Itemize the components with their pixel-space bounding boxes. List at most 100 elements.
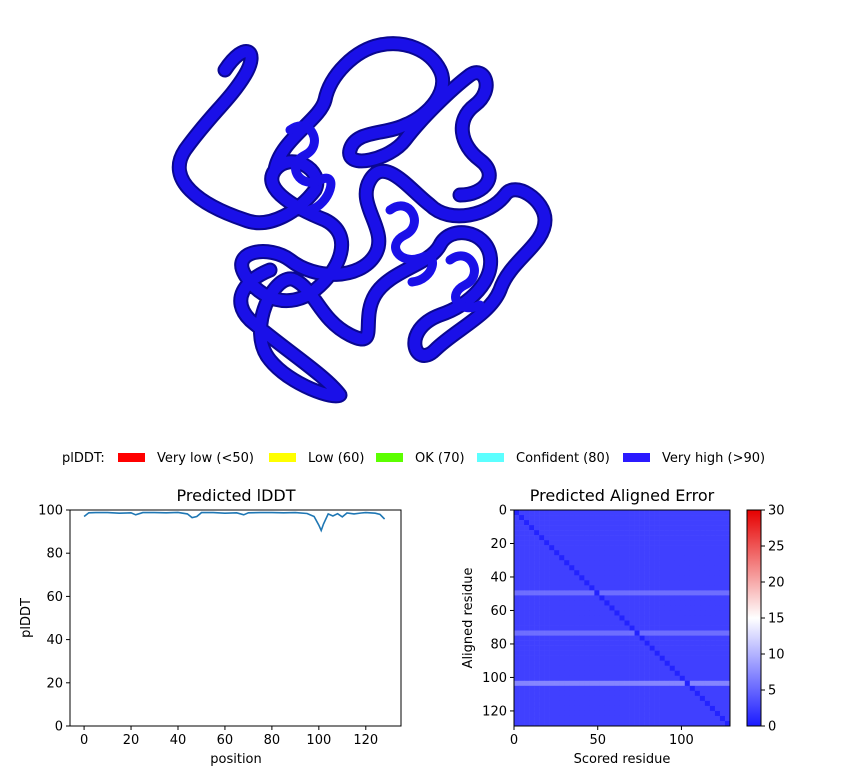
pae-cell (584, 580, 590, 586)
pae-cell (544, 655, 550, 661)
pae-cell (599, 650, 605, 656)
pae-cell (559, 630, 565, 636)
pae-cell (559, 675, 565, 682)
pae-cell (579, 600, 585, 606)
pae-cell (604, 665, 610, 672)
pae-cell (694, 545, 701, 551)
pae-cell (589, 630, 595, 636)
pae-cell (614, 565, 620, 571)
pae-cell (569, 615, 575, 621)
pae-cell (654, 605, 660, 611)
pae-cell (564, 680, 570, 687)
pae-cell (609, 675, 615, 682)
pae-cell (619, 590, 625, 596)
pae-cell (719, 615, 726, 621)
pae-cell (589, 520, 595, 526)
pae-cell (639, 650, 645, 656)
pae-cell (684, 680, 691, 687)
pae-cell (629, 550, 635, 556)
pae-cell (669, 700, 676, 707)
pae-cell (684, 525, 691, 531)
pae-cell (519, 625, 525, 631)
pae-cell (634, 650, 640, 656)
pae-cell (709, 565, 716, 571)
pae-cell (669, 545, 676, 551)
pae-cell (554, 550, 560, 556)
pae-cell (604, 690, 610, 697)
pae-cell (684, 695, 691, 702)
pae-cell (619, 615, 625, 621)
pae-cell (699, 620, 706, 626)
pae-cell (619, 575, 625, 581)
pae-cell (724, 660, 731, 667)
pae-cell (659, 675, 665, 682)
pae-cell (534, 590, 540, 596)
pae-cell (709, 540, 716, 546)
pae-cell (709, 580, 716, 586)
pae-cell (534, 535, 540, 541)
pae-cell (714, 695, 721, 702)
pae-cell (654, 680, 660, 687)
pae-cell (714, 650, 721, 656)
legend-label: OK (70) (415, 451, 465, 466)
pae-cell (664, 685, 671, 692)
pae-cell (529, 685, 535, 692)
pae-cell (684, 615, 691, 621)
pae-cell (699, 615, 706, 621)
pae-cell (639, 635, 645, 641)
pae-cell (554, 625, 560, 631)
pae-cell (704, 560, 711, 566)
pae-cell (569, 545, 575, 551)
pae-cell (539, 515, 545, 521)
pae-cell (559, 530, 565, 536)
pae-cell (579, 580, 585, 586)
pae-cell (634, 585, 640, 591)
pae-cell (619, 535, 625, 541)
pae-cell (629, 620, 635, 626)
pae-cell (714, 680, 721, 687)
pae-cell (614, 690, 620, 697)
pae-cell (614, 545, 620, 551)
pae-cell (699, 715, 706, 722)
pae-cell (539, 670, 545, 677)
pae-cell (654, 575, 660, 581)
pae-cell (524, 565, 530, 571)
pae-cell (529, 590, 535, 596)
pae-cell (659, 610, 665, 616)
pae-cell (629, 590, 635, 596)
pae-cell (679, 520, 686, 526)
pae-cell (514, 665, 520, 672)
pae-cell (714, 705, 721, 712)
pae-cell (549, 700, 555, 707)
pae-cell (604, 695, 610, 702)
pae-cell (589, 685, 595, 692)
pae-cell (724, 515, 731, 521)
pae-cell (639, 535, 645, 541)
pae-cell (544, 705, 550, 712)
pae-cell (519, 705, 525, 712)
pae-cell (714, 710, 721, 717)
pae-cell (664, 615, 671, 621)
pae-cell (684, 580, 691, 586)
pae-cell (579, 625, 585, 631)
pae-cell (684, 620, 691, 626)
pae-cell (724, 575, 731, 581)
pae-cell (714, 525, 721, 531)
pae-cell (514, 620, 520, 626)
pae-cell (664, 700, 671, 707)
pae-cell (569, 510, 575, 516)
pae-y-tick-label: 100 (482, 671, 507, 686)
pae-cell (599, 545, 605, 551)
pae-cell (689, 635, 696, 641)
pae-cell (649, 540, 655, 546)
pae-cell (669, 630, 676, 636)
pae-cell (679, 555, 686, 561)
pae-cell (554, 540, 560, 546)
pae-cell (519, 550, 525, 556)
pae-cell (524, 600, 530, 606)
pae-cell (669, 575, 676, 581)
pae-cell (689, 600, 696, 606)
pae-cell (669, 655, 676, 661)
pae-cell (699, 540, 706, 546)
pae-cell (519, 540, 525, 546)
